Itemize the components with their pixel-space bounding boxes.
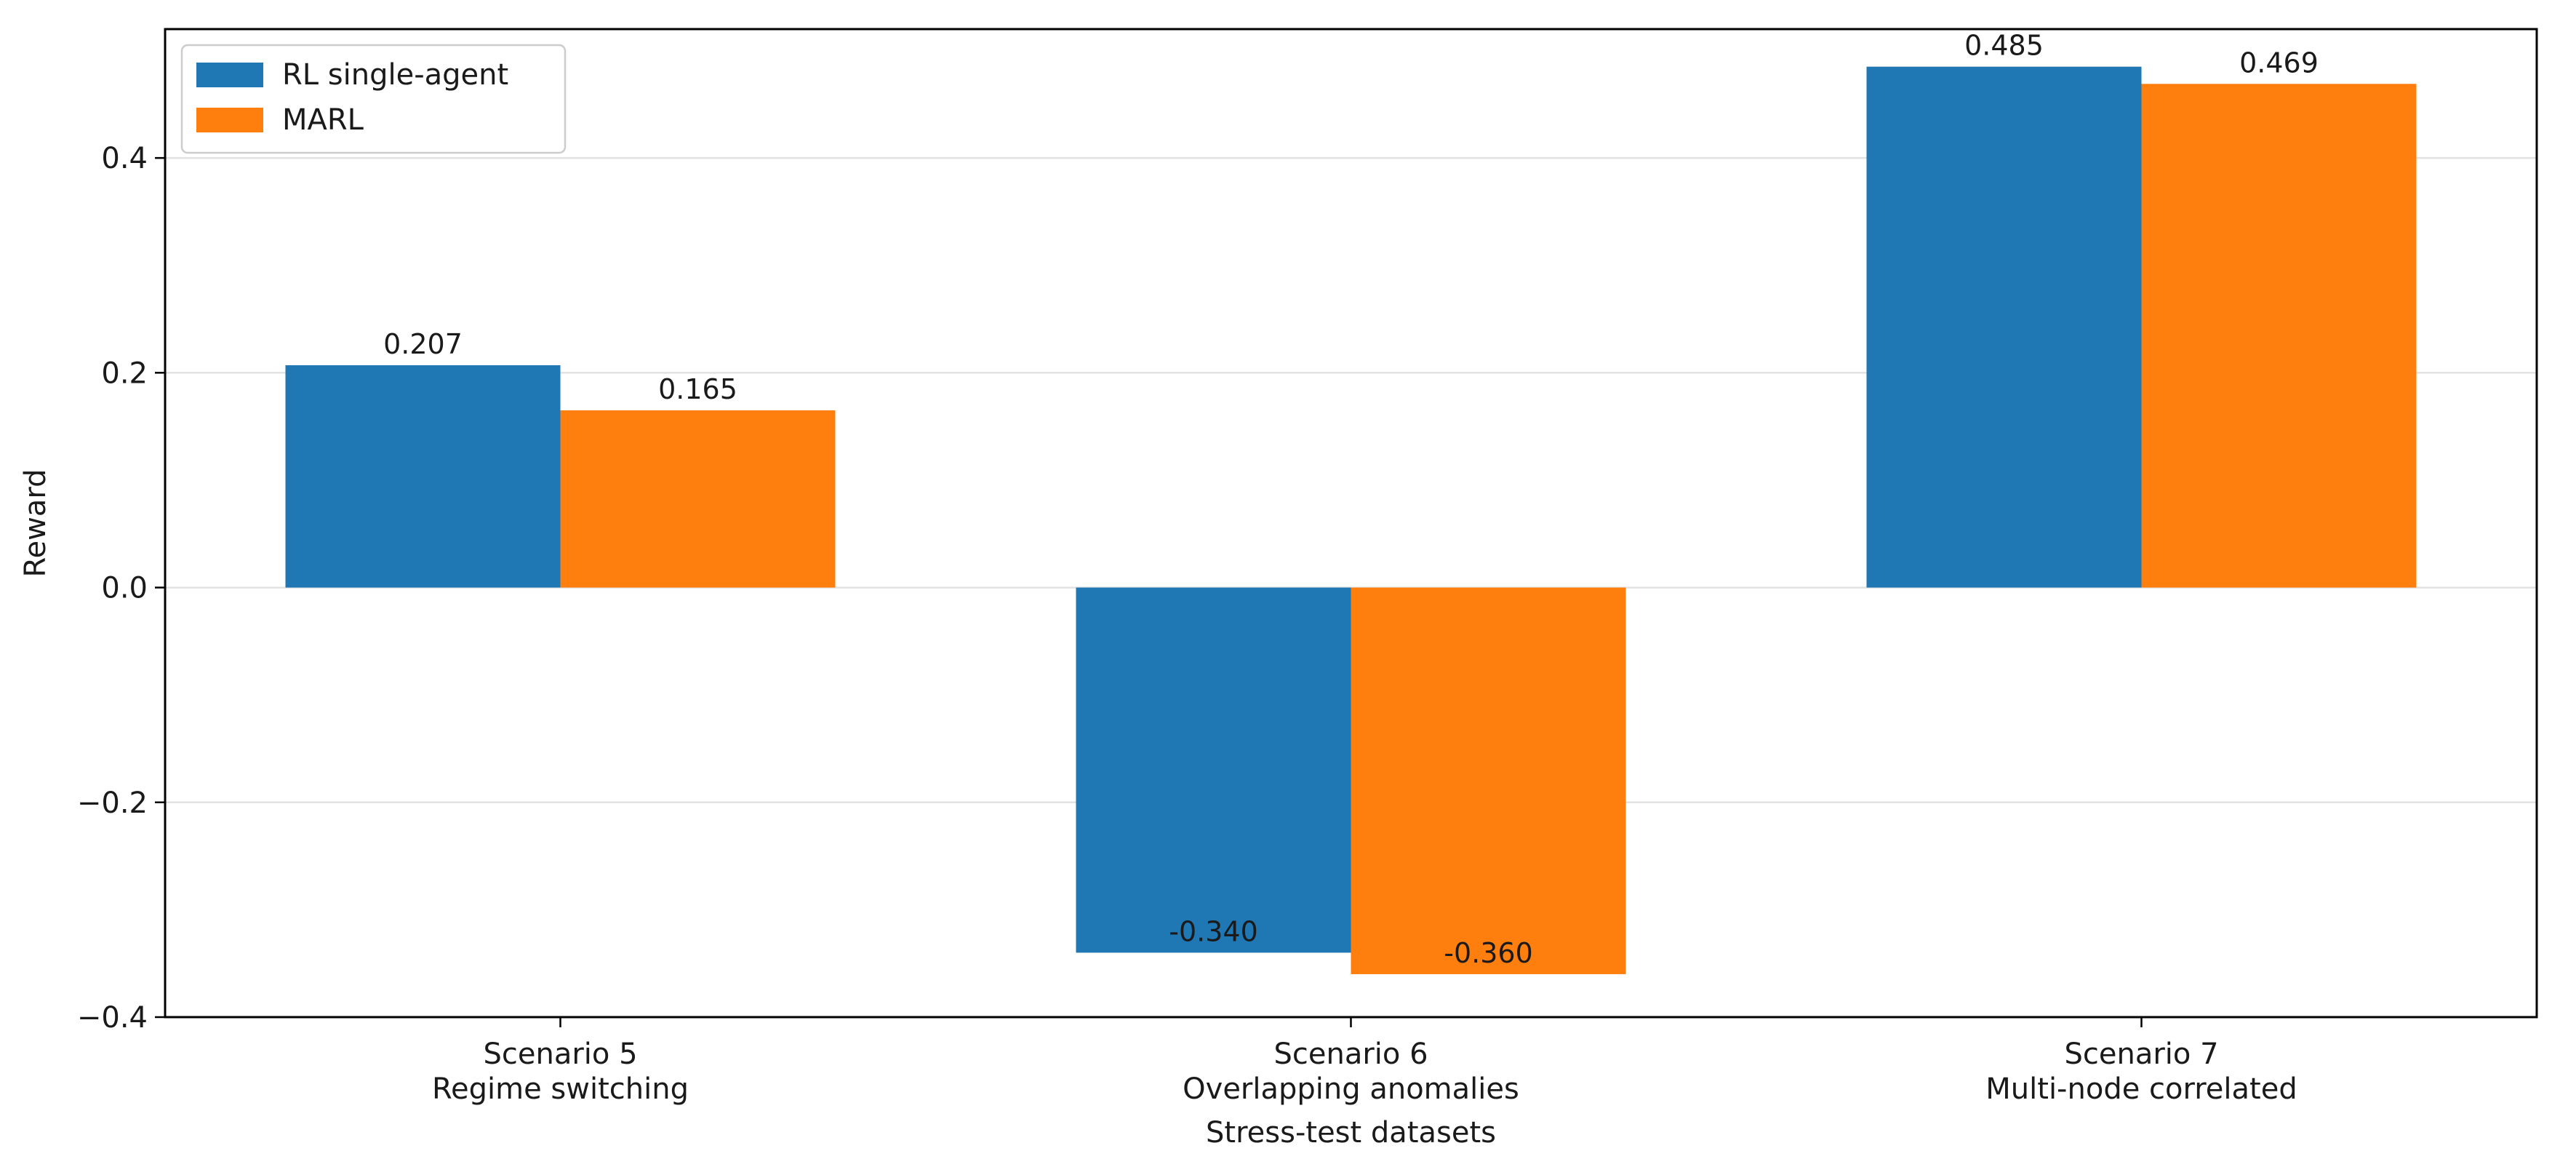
legend-swatch	[196, 63, 263, 87]
y-tick-label: −0.2	[77, 786, 148, 820]
y-tick-label: −0.4	[77, 1001, 148, 1035]
data-label: -0.340	[1169, 915, 1258, 947]
y-axis-ticks: −0.4 −0.2 0.0 0.2 0.4	[77, 142, 165, 1035]
legend-entry: RL single-agent	[282, 58, 508, 92]
bar-rl-single-agent-5	[285, 365, 561, 588]
bar-marl-5	[560, 410, 836, 588]
data-labels: 0.207 0.165 -0.340 -0.360 0.485 0.469	[383, 30, 2319, 969]
y-tick-label: 0.2	[101, 357, 148, 390]
x-tick-label: Scenario 7	[2064, 1037, 2218, 1071]
x-tick-label: Regime switching	[432, 1072, 689, 1106]
data-label: 0.469	[2239, 47, 2319, 79]
legend-swatch	[196, 108, 263, 132]
x-axis-title: Stress-test datasets	[1206, 1116, 1496, 1150]
x-tick-label: Scenario 5	[483, 1037, 637, 1071]
legend-entry: MARL	[282, 103, 364, 137]
x-tick-label: Overlapping anomalies	[1183, 1072, 1519, 1106]
bar-rl-single-agent-6	[1076, 587, 1351, 953]
data-label: 0.485	[1964, 30, 2044, 62]
y-axis-title: Reward	[19, 469, 52, 578]
legend-box	[180, 44, 567, 154]
data-label: -0.360	[1444, 937, 1533, 969]
bar-marl-7	[2141, 84, 2417, 588]
data-label: 0.207	[383, 328, 463, 360]
y-tick-label: 0.4	[101, 142, 148, 175]
bars	[285, 66, 2417, 974]
x-tick-label: Scenario 6	[1273, 1037, 1428, 1071]
legend: RL single-agent MARL	[180, 44, 567, 154]
bar-rl-single-agent-7	[1866, 66, 2142, 588]
data-label: 0.165	[658, 373, 737, 405]
bar-marl-6	[1351, 587, 1626, 974]
x-tick-label: Multi-node correlated	[1985, 1072, 2297, 1106]
y-tick-label: 0.0	[101, 572, 148, 605]
